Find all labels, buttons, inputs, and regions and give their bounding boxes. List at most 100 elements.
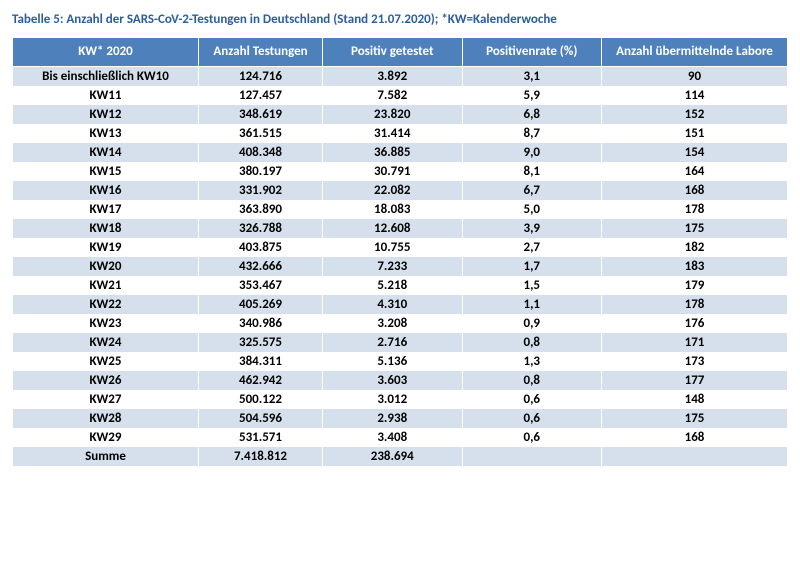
table-cell: 432.666 xyxy=(199,257,323,276)
table-cell: 2.938 xyxy=(323,409,463,428)
table-cell xyxy=(462,447,602,466)
table-cell: KW22 xyxy=(13,295,199,314)
table-row: Summe7.418.812238.694 xyxy=(13,447,788,466)
table-cell: 168 xyxy=(602,428,788,447)
table-row: Bis einschließlich KW10124.7163.8923,190 xyxy=(13,67,788,87)
table-cell: 4.310 xyxy=(323,295,463,314)
table-cell: 6,7 xyxy=(462,181,602,200)
table-cell: KW28 xyxy=(13,409,199,428)
table-cell: 31.414 xyxy=(323,124,463,143)
table-cell: 363.890 xyxy=(199,200,323,219)
table-row: KW14408.34836.8859,0154 xyxy=(13,143,788,162)
table-body: Bis einschließlich KW10124.7163.8923,190… xyxy=(13,67,788,467)
table-cell: 326.788 xyxy=(199,219,323,238)
table-cell: 340.986 xyxy=(199,314,323,333)
table-cell: 462.942 xyxy=(199,371,323,390)
table-cell: KW15 xyxy=(13,162,199,181)
table-cell: 531.571 xyxy=(199,428,323,447)
table-cell: KW19 xyxy=(13,238,199,257)
table-cell: Bis einschließlich KW10 xyxy=(13,67,199,87)
col-header-tests: Anzahl Testungen xyxy=(199,38,323,67)
table-row: KW25384.3115.1361,3173 xyxy=(13,352,788,371)
col-header-rate: Positivenrate (%) xyxy=(462,38,602,67)
table-cell: KW13 xyxy=(13,124,199,143)
table-cell: 2,7 xyxy=(462,238,602,257)
table-cell: 148 xyxy=(602,390,788,409)
table-row: KW15380.19730.7918,1164 xyxy=(13,162,788,181)
table-cell: 8,1 xyxy=(462,162,602,181)
table-cell: 403.875 xyxy=(199,238,323,257)
table-cell xyxy=(602,447,788,466)
table-cell: 380.197 xyxy=(199,162,323,181)
table-cell: 183 xyxy=(602,257,788,276)
table-cell: KW11 xyxy=(13,86,199,105)
table-cell: KW17 xyxy=(13,200,199,219)
table-cell: 7.418.812 xyxy=(199,447,323,466)
table-cell: 348.619 xyxy=(199,105,323,124)
table-cell: 90 xyxy=(602,67,788,87)
table-header-row: KW* 2020 Anzahl Testungen Positiv getest… xyxy=(13,38,788,67)
table-cell: 504.596 xyxy=(199,409,323,428)
table-cell: 7.233 xyxy=(323,257,463,276)
table-cell: KW25 xyxy=(13,352,199,371)
table-cell: 353.467 xyxy=(199,276,323,295)
table-cell: 0,8 xyxy=(462,333,602,352)
table-cell: 5.218 xyxy=(323,276,463,295)
table-cell: 171 xyxy=(602,333,788,352)
table-cell: 0,6 xyxy=(462,428,602,447)
table-cell: 179 xyxy=(602,276,788,295)
table-cell: 2.716 xyxy=(323,333,463,352)
table-cell: 361.515 xyxy=(199,124,323,143)
table-cell: 177 xyxy=(602,371,788,390)
table-cell: 3.892 xyxy=(323,67,463,87)
table-cell: 5,9 xyxy=(462,86,602,105)
table-cell: 9,0 xyxy=(462,143,602,162)
testing-table: KW* 2020 Anzahl Testungen Positiv getest… xyxy=(12,37,788,466)
table-cell: 114 xyxy=(602,86,788,105)
table-cell: KW27 xyxy=(13,390,199,409)
table-cell: KW12 xyxy=(13,105,199,124)
table-row: KW22405.2694.3101,1178 xyxy=(13,295,788,314)
col-header-kw: KW* 2020 xyxy=(13,38,199,67)
table-cell: 178 xyxy=(602,295,788,314)
table-row: KW11127.4577.5825,9114 xyxy=(13,86,788,105)
table-cell: KW29 xyxy=(13,428,199,447)
table-cell: 22.082 xyxy=(323,181,463,200)
table-cell: 384.311 xyxy=(199,352,323,371)
table-cell: 3.603 xyxy=(323,371,463,390)
table-row: KW28504.5962.9380,6175 xyxy=(13,409,788,428)
table-row: KW24325.5752.7160,8171 xyxy=(13,333,788,352)
table-cell: 175 xyxy=(602,219,788,238)
table-cell: 238.694 xyxy=(323,447,463,466)
table-cell: KW16 xyxy=(13,181,199,200)
table-cell: 408.348 xyxy=(199,143,323,162)
table-cell: 0,6 xyxy=(462,409,602,428)
table-cell: 23.820 xyxy=(323,105,463,124)
col-header-labs: Anzahl übermittelnde Labore xyxy=(602,38,788,67)
table-cell: 168 xyxy=(602,181,788,200)
table-cell: 7.582 xyxy=(323,86,463,105)
table-cell: 127.457 xyxy=(199,86,323,105)
table-cell: 164 xyxy=(602,162,788,181)
table-row: KW13361.51531.4148,7151 xyxy=(13,124,788,143)
table-cell: 1,3 xyxy=(462,352,602,371)
table-cell: Summe xyxy=(13,447,199,466)
table-cell: 173 xyxy=(602,352,788,371)
table-cell: 154 xyxy=(602,143,788,162)
table-row: KW16331.90222.0826,7168 xyxy=(13,181,788,200)
table-cell: 3,9 xyxy=(462,219,602,238)
table-cell: 1,5 xyxy=(462,276,602,295)
table-cell: 6,8 xyxy=(462,105,602,124)
table-row: KW23340.9863.2080,9176 xyxy=(13,314,788,333)
table-cell: 0,9 xyxy=(462,314,602,333)
table-cell: KW24 xyxy=(13,333,199,352)
table-cell: KW20 xyxy=(13,257,199,276)
table-cell: 30.791 xyxy=(323,162,463,181)
table-cell: 1,7 xyxy=(462,257,602,276)
table-caption: Tabelle 5: Anzahl der SARS-CoV-2-Testung… xyxy=(12,12,788,27)
table-row: KW29531.5713.4080,6168 xyxy=(13,428,788,447)
table-cell: 176 xyxy=(602,314,788,333)
table-cell: 331.902 xyxy=(199,181,323,200)
table-cell: KW18 xyxy=(13,219,199,238)
table-cell: 5.136 xyxy=(323,352,463,371)
